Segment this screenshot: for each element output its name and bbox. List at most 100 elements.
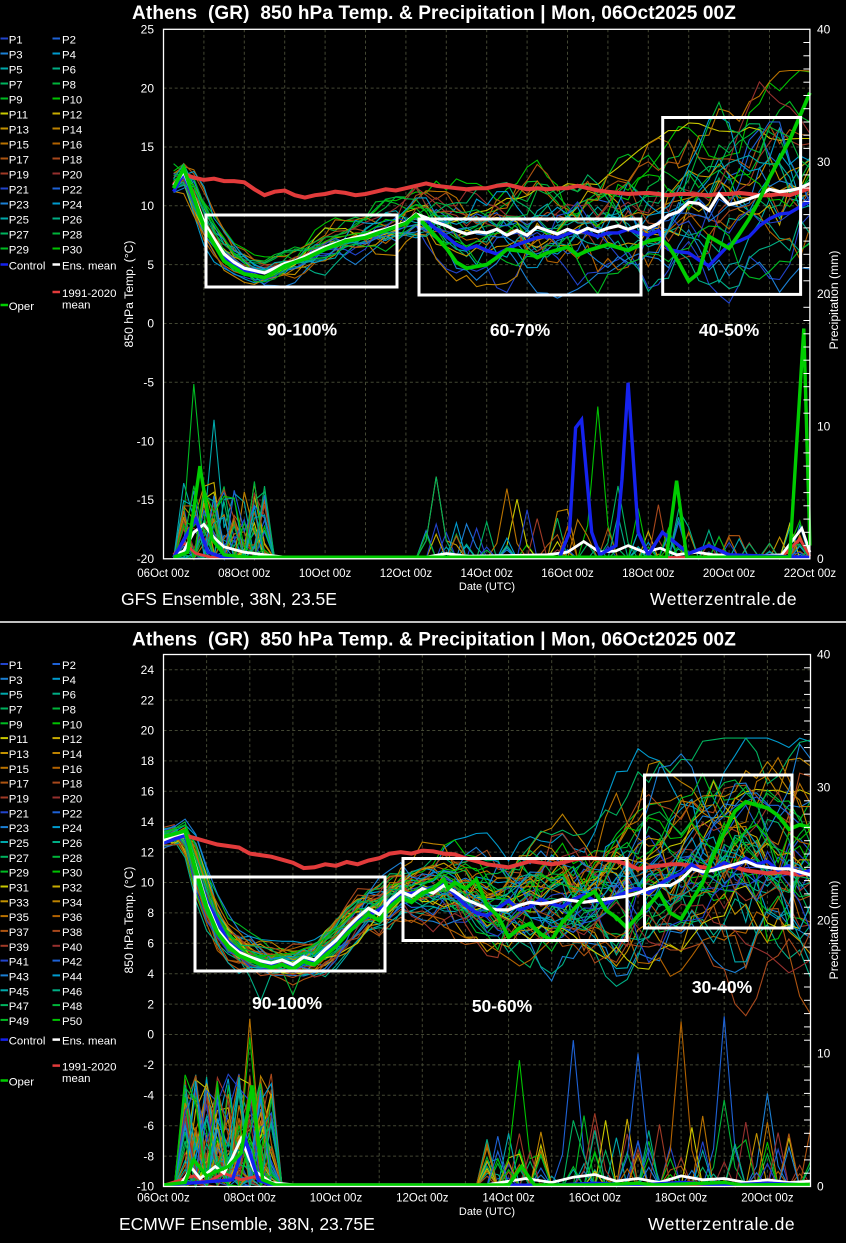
svg-text:P20: P20 (62, 170, 82, 182)
svg-text:24: 24 (141, 663, 155, 677)
svg-text:20Oct 00z: 20Oct 00z (741, 1193, 794, 1205)
svg-text:P15: P15 (9, 764, 29, 776)
svg-text:20Oct 00z: 20Oct 00z (703, 568, 756, 580)
svg-text:Control: Control (9, 261, 46, 273)
svg-text:-15: -15 (137, 493, 155, 507)
svg-text:mean: mean (62, 300, 91, 312)
svg-text:P24: P24 (62, 200, 82, 212)
svg-text:P16: P16 (62, 140, 82, 152)
svg-text:18Oct 00z: 18Oct 00z (622, 568, 675, 580)
svg-text:P17: P17 (9, 155, 29, 167)
svg-text:18: 18 (141, 754, 155, 768)
svg-text:P3: P3 (9, 50, 23, 62)
svg-text:10Oct 00z: 10Oct 00z (310, 1193, 363, 1205)
svg-text:P38: P38 (62, 927, 82, 939)
svg-text:1991-2020: 1991-2020 (62, 288, 116, 300)
svg-text:60-70%: 60-70% (490, 320, 551, 340)
svg-text:22: 22 (141, 693, 155, 707)
svg-text:14Oct 00z: 14Oct 00z (482, 1193, 535, 1205)
svg-text:Wetterzentrale.de: Wetterzentrale.de (650, 589, 797, 609)
svg-text:P14: P14 (62, 125, 82, 137)
svg-text:P11: P11 (9, 110, 28, 122)
svg-text:14: 14 (141, 815, 155, 829)
svg-text:P18: P18 (62, 779, 82, 791)
svg-text:P6: P6 (62, 65, 76, 77)
svg-text:P20: P20 (62, 794, 82, 806)
svg-text:P46: P46 (62, 986, 82, 998)
svg-text:90-100%: 90-100% (252, 993, 322, 1013)
svg-text:-10: -10 (137, 434, 155, 448)
svg-text:P2: P2 (62, 660, 76, 672)
svg-text:16Oct 00z: 16Oct 00z (569, 1193, 622, 1205)
svg-text:-10: -10 (137, 1180, 155, 1194)
svg-text:-8: -8 (143, 1149, 154, 1163)
svg-text:12Oct 00z: 12Oct 00z (380, 568, 433, 580)
svg-text:20: 20 (141, 81, 155, 95)
svg-text:P21: P21 (9, 185, 29, 197)
svg-text:30-40%: 30-40% (692, 977, 753, 997)
svg-text:5: 5 (147, 258, 154, 272)
svg-text:0: 0 (147, 1028, 154, 1042)
svg-text:Control: Control (9, 1036, 46, 1048)
svg-text:P28: P28 (62, 853, 82, 865)
svg-text:06Oct 00z: 06Oct 00z (137, 1193, 190, 1205)
svg-text:-5: -5 (143, 376, 154, 390)
svg-text:P6: P6 (62, 690, 76, 702)
svg-text:P8: P8 (62, 80, 76, 92)
svg-text:Athens (GR) 850 hPa Temp. &: Athens (GR) 850 hPa Temp. & Precipitatio… (132, 3, 736, 24)
svg-text:P26: P26 (62, 215, 82, 227)
svg-text:Ens. mean: Ens. mean (62, 261, 116, 273)
svg-text:Precipitation (mm): Precipitation (mm) (827, 251, 841, 350)
svg-text:P31: P31 (9, 883, 29, 895)
svg-text:06Oct 00z: 06Oct 00z (137, 568, 190, 580)
svg-text:P1: P1 (9, 35, 23, 47)
svg-text:P30: P30 (62, 245, 82, 257)
svg-text:16Oct 00z: 16Oct 00z (541, 568, 594, 580)
svg-text:1991-2020: 1991-2020 (62, 1062, 116, 1074)
svg-text:P18: P18 (62, 155, 82, 167)
svg-text:P12: P12 (62, 110, 82, 122)
svg-text:40-50%: 40-50% (699, 320, 760, 340)
svg-text:P23: P23 (9, 823, 29, 835)
svg-text:40: 40 (817, 648, 831, 662)
svg-text:P25: P25 (9, 838, 29, 850)
svg-text:30: 30 (817, 781, 831, 795)
svg-text:P25: P25 (9, 215, 29, 227)
svg-text:ECMWF Ensemble, 38N, 23.75E: ECMWF Ensemble, 38N, 23.75E (119, 1214, 375, 1234)
svg-text:P1: P1 (9, 660, 23, 672)
svg-text:P2: P2 (62, 35, 76, 47)
svg-text:Oper: Oper (9, 1077, 35, 1089)
svg-text:P26: P26 (62, 838, 82, 850)
svg-text:20: 20 (817, 914, 831, 928)
svg-text:P10: P10 (62, 95, 82, 107)
svg-text:850 hPa Temp. (°C): 850 hPa Temp. (°C) (122, 867, 136, 974)
svg-text:P36: P36 (62, 912, 82, 924)
svg-text:-2: -2 (143, 1058, 154, 1072)
svg-text:P48: P48 (62, 1001, 82, 1013)
svg-text:P24: P24 (62, 823, 82, 835)
svg-text:P10: P10 (62, 719, 82, 731)
svg-text:GFS Ensemble, 38N, 23.5E: GFS Ensemble, 38N, 23.5E (121, 589, 337, 609)
svg-text:P5: P5 (9, 690, 23, 702)
svg-text:0: 0 (147, 317, 154, 331)
svg-text:12Oct 00z: 12Oct 00z (396, 1193, 449, 1205)
svg-text:-6: -6 (143, 1119, 154, 1133)
svg-text:P42: P42 (62, 957, 82, 969)
svg-text:P4: P4 (62, 675, 76, 687)
svg-text:P35: P35 (9, 912, 29, 924)
svg-text:P30: P30 (62, 868, 82, 880)
svg-text:8: 8 (147, 906, 154, 920)
svg-text:P4: P4 (62, 50, 76, 62)
svg-text:10: 10 (141, 199, 155, 213)
svg-text:12: 12 (141, 845, 155, 859)
svg-text:P7: P7 (9, 80, 23, 92)
svg-text:P14: P14 (62, 749, 82, 761)
svg-text:850 hPa Temp. (°C): 850 hPa Temp. (°C) (122, 241, 136, 348)
svg-text:30: 30 (817, 155, 831, 169)
svg-text:40: 40 (817, 23, 831, 37)
svg-text:Date (UTC): Date (UTC) (459, 581, 515, 593)
svg-text:10: 10 (817, 1047, 831, 1061)
svg-text:-4: -4 (143, 1089, 154, 1103)
svg-text:P33: P33 (9, 897, 29, 909)
svg-text:Oper: Oper (9, 301, 35, 313)
